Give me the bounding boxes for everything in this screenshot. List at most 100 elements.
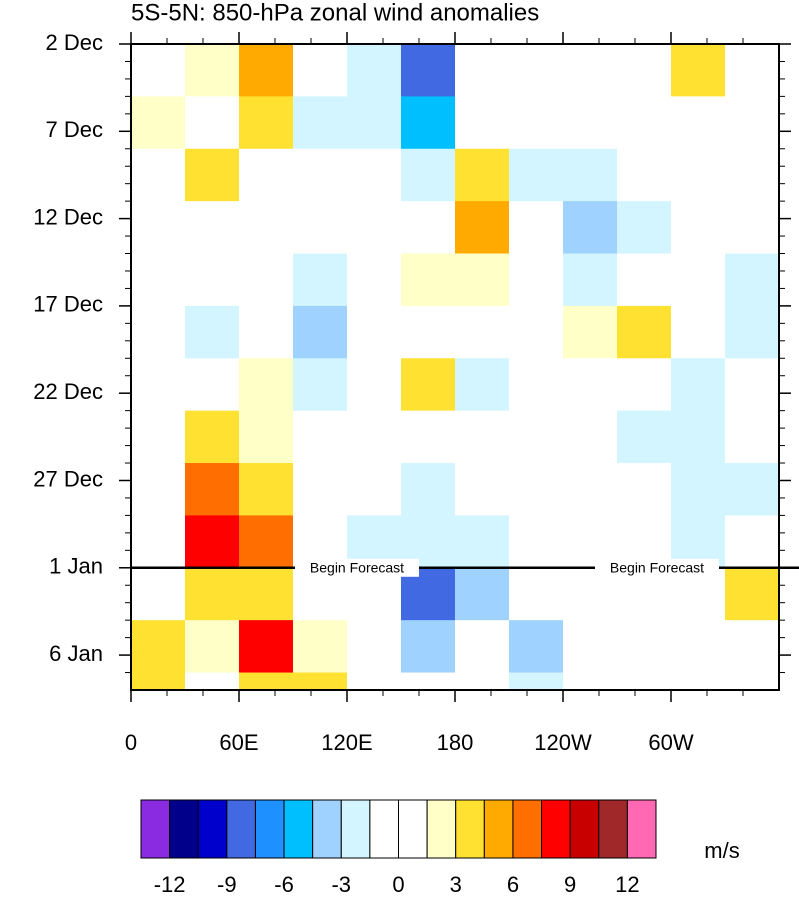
colorbar-box — [598, 799, 628, 859]
field-cell — [455, 515, 510, 569]
field-cell — [725, 463, 780, 516]
field-cell — [347, 201, 402, 255]
field-cell — [563, 463, 618, 516]
field-cell — [293, 253, 348, 307]
field-cell — [617, 620, 672, 674]
field-cell — [131, 358, 186, 412]
field-cell — [617, 672, 672, 691]
field-cell — [455, 96, 510, 150]
field-cell — [725, 672, 780, 691]
field-cell — [185, 620, 240, 674]
field-cell — [131, 201, 186, 255]
colorbar-box — [426, 799, 457, 859]
field-cell — [131, 253, 186, 307]
field-cell — [185, 44, 240, 97]
field-cell — [347, 410, 402, 464]
field-cell — [185, 148, 240, 202]
field-cell — [617, 96, 672, 150]
y-tick-label: 1 Jan — [49, 554, 103, 579]
field-cell — [239, 253, 294, 307]
x-tick-label: 120E — [321, 730, 372, 755]
field-cell — [131, 567, 186, 621]
field-cell — [617, 463, 672, 516]
field-cell — [671, 96, 726, 150]
colorbar-box — [626, 799, 657, 859]
field-cell — [725, 567, 780, 621]
field-cell — [563, 148, 618, 202]
colorbar-box — [455, 799, 485, 859]
x-tick-label: 60E — [219, 730, 258, 755]
y-tick-label: 17 Dec — [33, 292, 103, 317]
field-cell — [725, 358, 780, 412]
field-cell — [239, 96, 294, 150]
y-tick-label: 7 Dec — [46, 117, 103, 142]
field-cell — [293, 410, 348, 464]
field-cell — [509, 567, 564, 621]
colorbar-box — [226, 799, 256, 859]
field-cell — [455, 463, 510, 516]
field-cell — [671, 305, 726, 359]
field-cell — [509, 515, 564, 569]
field-cell — [455, 358, 510, 412]
field-cell — [131, 148, 186, 202]
field-cell — [509, 148, 564, 202]
field-cell — [509, 44, 564, 97]
field-cell — [293, 44, 348, 97]
field-cell — [401, 253, 456, 307]
colorbar-box — [254, 799, 285, 859]
colorbar-label: 6 — [507, 872, 519, 897]
y-tick-label: 2 Dec — [46, 30, 103, 55]
field-cell — [509, 305, 564, 359]
field-cell — [455, 567, 510, 621]
field-cell — [401, 620, 456, 674]
field-cell — [293, 201, 348, 255]
field-cell — [401, 305, 456, 359]
y-tick-label: 6 Jan — [49, 641, 103, 666]
field-cell — [563, 44, 618, 97]
field-cell — [185, 672, 240, 691]
colorbar-box — [569, 799, 600, 859]
x-tick-label: 180 — [437, 730, 474, 755]
field-cell — [671, 148, 726, 202]
field-cell — [185, 96, 240, 150]
field-cell — [617, 201, 672, 255]
field-cell — [617, 410, 672, 464]
field-cell — [671, 410, 726, 464]
colorbar-box — [398, 799, 428, 859]
field-cell — [347, 148, 402, 202]
field-cell — [347, 620, 402, 674]
field-cell — [239, 358, 294, 412]
field-cell — [617, 358, 672, 412]
field-cell — [293, 358, 348, 412]
field-cell — [563, 410, 618, 464]
colorbar-box — [483, 799, 514, 859]
field-cell — [131, 96, 186, 150]
field-cell — [401, 201, 456, 255]
field-cell — [293, 672, 348, 691]
field-cell — [401, 463, 456, 516]
field-cell — [725, 96, 780, 150]
field-cell — [725, 44, 780, 97]
field-cell — [671, 358, 726, 412]
field-cell — [509, 358, 564, 412]
field-cell — [239, 148, 294, 202]
field-cell — [563, 201, 618, 255]
colorbar-label: -6 — [274, 872, 294, 897]
field-cell — [509, 620, 564, 674]
field-cell — [185, 463, 240, 516]
field-cell — [455, 620, 510, 674]
colorbar-label: 9 — [564, 872, 576, 897]
colorbar-box — [541, 799, 571, 859]
colorbar-label: -9 — [217, 872, 237, 897]
field-cell — [509, 410, 564, 464]
x-tick-label: 60W — [648, 730, 693, 755]
field-cell — [131, 410, 186, 464]
colorbar-box — [340, 799, 371, 859]
field-cell — [563, 96, 618, 150]
field-cell — [509, 253, 564, 307]
field-cell — [131, 305, 186, 359]
field-cell — [131, 515, 186, 569]
field-cell — [401, 44, 456, 97]
field-cell — [455, 201, 510, 255]
